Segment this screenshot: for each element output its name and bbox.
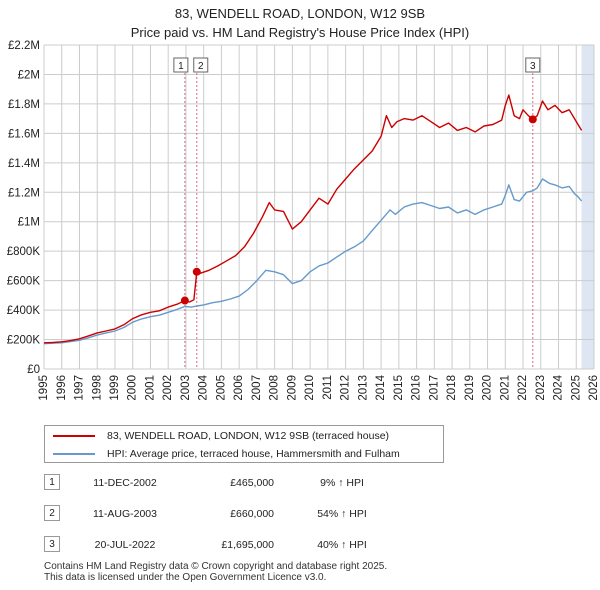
- hpi-series-line: [43, 178, 583, 345]
- x-tick-label: 2025: [570, 375, 582, 401]
- sale-date: 20-JUL-2022: [94, 539, 156, 551]
- x-tick-label: 2018: [446, 375, 458, 401]
- y-tick-label: £600K: [7, 276, 41, 288]
- legend: 83, WENDELL ROAD, LONDON, W12 9SB (terra…: [44, 425, 444, 463]
- sale-row: 1 11-DEC-2002 £465,000 9% ↑ HPI: [44, 472, 584, 494]
- x-tick-label: 2014: [375, 374, 387, 400]
- x-tick-label: 2007: [251, 375, 263, 401]
- x-tick-label: 2000: [127, 375, 139, 401]
- sale-price: £660,000: [230, 508, 274, 520]
- title-block: 83, WENDELL ROAD, LONDON, W12 9SB Price …: [0, 4, 600, 42]
- x-tick-label: 2022: [517, 375, 529, 401]
- y-tick-label: £2M: [18, 69, 40, 81]
- sale-number: 1: [44, 474, 60, 490]
- chart-subtitle: Price paid vs. HM Land Registry's House …: [130, 25, 470, 40]
- y-tick-label: £1.2M: [8, 187, 40, 199]
- y-tick-label: £2.2M: [8, 40, 40, 52]
- x-tick-label: 2006: [233, 375, 245, 401]
- sale-point: [528, 115, 537, 124]
- legend-label-hpi: HPI: Average price, terraced house, Hamm…: [107, 448, 400, 460]
- x-tick-label: 2002: [162, 375, 174, 401]
- x-tick-label: 1999: [109, 375, 121, 401]
- x-tick-label: 1996: [56, 375, 68, 401]
- y-tick-label: £0: [27, 364, 40, 376]
- forecast-shading: [581, 45, 594, 369]
- y-tick-label: £1.8M: [8, 99, 40, 111]
- plot-area: [44, 45, 594, 369]
- x-tick-label: 1995: [38, 375, 50, 401]
- y-tick-label: £1.4M: [8, 158, 40, 170]
- sale-price: £465,000: [230, 477, 274, 489]
- sale-hpi-change: 40% ↑ HPI: [317, 539, 367, 551]
- legend-line-blue: [53, 453, 95, 455]
- y-tick-label: £800K: [7, 246, 41, 258]
- sale-point: [192, 267, 201, 276]
- x-tick-label: 2026: [588, 375, 600, 401]
- x-tick-label: 1998: [91, 375, 103, 401]
- y-tick-label: £1.6M: [8, 128, 40, 140]
- x-tick-label: 2024: [553, 374, 565, 400]
- x-tick-label: 2013: [357, 375, 369, 401]
- y-tick-label: £200K: [7, 335, 41, 347]
- sale-marker-box: [193, 57, 209, 73]
- sale-number: 2: [44, 505, 60, 521]
- x-tick-label: 2020: [482, 375, 494, 401]
- legend-line-red: [53, 435, 95, 437]
- x-tick-label: 2004: [198, 374, 210, 400]
- x-tick-label: 1997: [74, 375, 86, 401]
- x-tick-label: 2010: [304, 375, 316, 401]
- sale-marker-label: 3: [530, 61, 536, 72]
- sale-hpi-change: 9% ↑ HPI: [320, 477, 364, 489]
- legend-label-property: 83, WENDELL ROAD, LONDON, W12 9SB (terra…: [107, 430, 390, 442]
- x-tick-label: 2001: [144, 375, 156, 401]
- x-tick-label: 2011: [322, 375, 334, 400]
- x-tick-label: 2005: [215, 375, 227, 401]
- x-tick-label: 2009: [286, 375, 298, 401]
- x-tick-label: 2015: [393, 375, 405, 401]
- sale-point: [180, 296, 189, 305]
- x-tick-label: 2012: [340, 375, 352, 401]
- x-tick-label: 2003: [180, 375, 192, 401]
- sale-date: 11-AUG-2003: [92, 508, 157, 520]
- sale-marker-label: 1: [178, 61, 184, 72]
- property-series-line: [43, 94, 583, 344]
- x-tick-label: 2016: [411, 375, 423, 401]
- chart-title: 83, WENDELL ROAD, LONDON, W12 9SB: [174, 6, 426, 21]
- sale-marker-box: [525, 57, 541, 73]
- sale-marker-box: [173, 57, 189, 73]
- footer-licence: This data is licensed under the Open Gov…: [44, 572, 327, 583]
- footer-copyright: Contains HM Land Registry data © Crown c…: [44, 561, 388, 572]
- y-tick-label: £1M: [18, 217, 40, 229]
- x-tick-label: 2008: [269, 375, 281, 401]
- footer: Contains HM Land Registry data © Crown c…: [44, 561, 387, 583]
- sale-row: 2 11-AUG-2003 £660,000 54% ↑ HPI: [44, 503, 584, 525]
- x-tick-label: 2017: [428, 375, 440, 401]
- sale-hpi-change: 54% ↑ HPI: [317, 508, 367, 520]
- x-tick-label: 2021: [499, 375, 511, 401]
- sale-row: 3 20-JUL-2022 £1,695,000 40% ↑ HPI: [44, 534, 584, 556]
- sale-price: £1,695,000: [221, 539, 274, 551]
- sale-marker-label: 2: [198, 61, 204, 72]
- y-tick-label: £400K: [7, 305, 41, 317]
- sale-number: 3: [44, 536, 60, 552]
- x-tick-label: 2023: [535, 375, 547, 401]
- price-chart: £0 £200K £400K £600K £800K £1M £1.2M £1.4M £1.6M…: [7, 40, 600, 401]
- sale-date: 11-DEC-2002: [93, 477, 157, 489]
- x-tick-label: 2019: [464, 375, 476, 401]
